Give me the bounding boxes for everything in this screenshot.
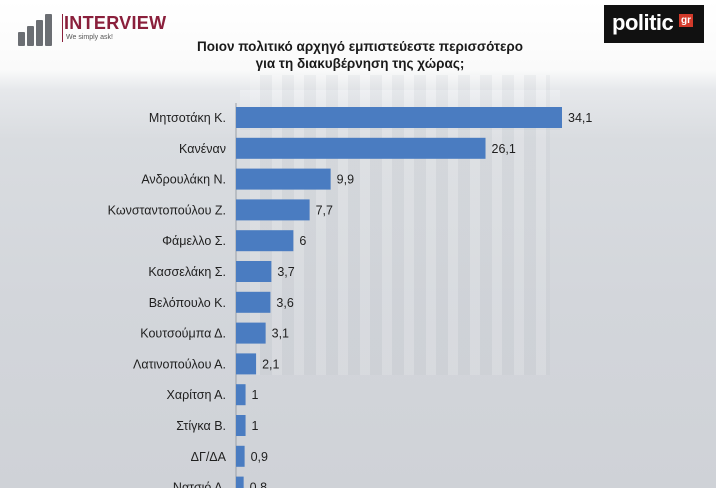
category-label: Κανέναν (179, 142, 226, 156)
bar (236, 415, 246, 436)
interview-logo: INTERVIEW We simply ask! (18, 8, 178, 48)
value-label: 26,1 (492, 142, 516, 156)
politic-logo: politic gr (604, 5, 704, 43)
category-label: Λατινοπούλου Α. (133, 357, 226, 371)
interview-logo-tagline: We simply ask! (66, 34, 113, 41)
chart-title-line1: Ποιον πολιτικό αρχηγό εμπιστεύεστε περισ… (196, 39, 524, 54)
bar (236, 353, 257, 375)
interview-logo-bars-icon (18, 12, 58, 46)
bar (236, 137, 486, 159)
value-label: 2,1 (262, 357, 279, 371)
bar (236, 199, 310, 221)
bar (236, 107, 562, 128)
value-label: 3,6 (276, 296, 293, 310)
bar (236, 230, 294, 252)
bar (236, 261, 272, 282)
value-label: 3,1 (272, 327, 289, 341)
category-label: Κωνσταντοπούλου Ζ. (108, 203, 226, 217)
bar (236, 322, 266, 344)
bar (236, 384, 246, 406)
category-label: Βελόπουλο Κ. (149, 296, 226, 310)
interview-logo-word: INTERVIEW (64, 13, 167, 33)
category-label: Μητσοτάκη Κ. (149, 111, 226, 125)
value-label: 7,7 (316, 203, 333, 217)
category-label: Κασσελάκη Σ. (148, 265, 226, 279)
value-label: 34,1 (568, 111, 592, 125)
bar (236, 476, 244, 488)
chart-title-line2: για τη διακυβέρνηση της χώρας; (255, 56, 465, 71)
value-label: 9,9 (337, 173, 354, 187)
value-label: 6 (299, 234, 306, 248)
bar (236, 445, 245, 467)
category-label: Στίγκα Β. (176, 419, 226, 433)
bar (236, 291, 271, 313)
category-label: ΔΓ/ΔΑ (191, 450, 227, 464)
bar (236, 168, 331, 190)
category-label: Νατσιό Δ. (173, 481, 226, 488)
category-label: Ανδρουλάκη Ν. (141, 173, 226, 187)
politic-logo-suffix: gr (679, 14, 693, 27)
politic-logo-word: politic (612, 10, 674, 35)
value-label: 0,9 (251, 450, 268, 464)
value-label: 1 (252, 419, 259, 433)
category-label: Κουτσούμπα Δ. (140, 327, 226, 341)
value-label: 3,7 (277, 265, 294, 279)
category-label: Φάμελλο Σ. (162, 234, 226, 248)
value-label: 0,8 (250, 481, 267, 488)
category-label: Χαρίτση Α. (167, 388, 226, 402)
chart-title: Ποιον πολιτικό αρχηγό εμπιστεύεστε περισ… (150, 38, 570, 72)
value-label: 1 (252, 388, 259, 402)
